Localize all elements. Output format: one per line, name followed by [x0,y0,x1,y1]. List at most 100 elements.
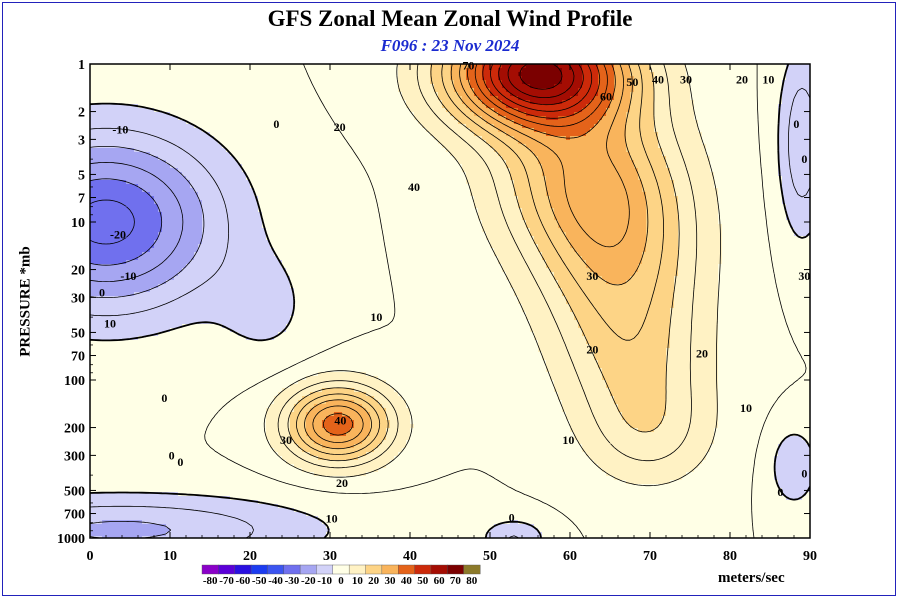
y-tick-label: 1 [78,58,85,73]
colorbar-swatch [250,564,268,575]
contour-label: 10 [740,401,752,415]
contour-line-60 [498,64,584,106]
colorbar-swatch [414,564,432,575]
colorbar-swatch [447,564,465,575]
axes: 0 10 20 30 40 50 60 70 80 90123571020305070100200… [57,58,817,564]
colorbar-swatch [381,564,399,575]
contour-label: 20 [334,120,346,134]
contour-label: -20 [110,228,126,242]
contour-label: 0 [793,117,799,131]
contour-line-neg5 [90,87,810,538]
contour-label: 50 [626,75,638,89]
y-tick-label: 1000 [57,532,85,547]
colorbar-label: 70 [450,575,462,587]
contour-label: 70 [462,58,474,72]
colorbar-label: -40 [268,575,283,587]
colorbar-swatch [267,564,285,575]
x-tick-label: 60 [563,549,577,564]
colorbar-units-label: meters/sec [718,570,785,587]
contour-line-5 [204,64,807,538]
colorbar-swatch [430,564,448,575]
y-tick-label: 10 [71,216,85,231]
contour-line-10 [263,64,721,487]
contour-label: 10 [104,317,116,331]
contour-line-55 [490,64,593,112]
contour-label: 10 [562,433,574,447]
x-tick-label: 90 [803,549,817,564]
contour-label: 30 [680,72,692,86]
colorbar-label: 30 [385,575,397,587]
colorbar-label: 40 [401,575,413,587]
y-tick-label: 500 [64,484,85,499]
y-tick-label: 5 [78,168,85,183]
colorbar-label: -50 [252,575,267,587]
contour-label: 20 [336,476,348,490]
y-tick-label: 20 [71,264,85,279]
contour-label: 40 [652,72,664,86]
colorbar-swatch [463,564,481,575]
y-tick-label: 300 [64,449,85,464]
x-tick-label: 0 [87,549,94,564]
contour-label: 20 [696,347,708,361]
contour-line-15 [277,64,698,469]
contour-line-neg15 [90,162,184,282]
contour-label: 0 [161,391,167,405]
x-tick-label: 70 [643,549,657,564]
contour-line-25 [296,64,664,455]
colorbar-swatch [365,564,383,575]
plot-border [89,63,811,539]
contour-label: -10 [112,123,128,137]
colorbar-label: -10 [317,575,332,587]
colorbar-label: -20 [301,575,316,587]
colorbar-label: -60 [236,575,251,587]
x-tick-label: 30 [323,549,337,564]
contour-label: -10 [120,269,136,283]
contour-label: 30 [280,433,292,447]
colorbar-label: 10 [352,575,364,587]
y-tick-label: 3 [78,133,85,148]
colorbar-label: 0 [338,575,344,587]
contour-label: 40 [408,180,420,194]
contour-label: 30 [798,269,810,283]
colorbar-swatch [283,564,301,575]
colorbar-swatch [332,564,350,575]
contour-label: 10 [370,310,382,324]
contour-label: 10 [326,511,338,525]
contour-line-65 [507,64,575,98]
y-tick-label: 200 [64,422,85,437]
contour-label: 0 [99,286,105,300]
x-tick-label: 80 [723,549,737,564]
contour-line-neg25 [90,199,135,245]
contour-line-40 [322,64,616,436]
chart-subtitle: F096 : 23 Nov 2024 [0,36,900,56]
contour-line-neg10 [90,146,205,538]
y-tick-label: 2 [78,106,85,121]
y-tick-label: 50 [71,326,85,341]
colorbar-label: 20 [368,575,380,587]
y-tick-label: 100 [64,374,85,389]
contour-label: 20 [586,342,598,356]
contour-label: 0 [777,485,783,499]
colorbar-swatch [218,564,236,575]
colorbar-label: -30 [285,575,300,587]
contour-label: 0 [801,152,807,166]
contour-label: 10 [762,72,774,86]
colorbar-swatch [234,564,252,575]
colorbar-label: 80 [466,575,478,587]
contour-line-30 [304,64,649,450]
colorbar-swatch [316,564,334,575]
y-tick-label: 70 [71,350,85,365]
contour-line-20 [287,64,680,462]
y-tick-label: 7 [78,192,85,207]
colorbar: -80 -70 -60 -50 -40 -30 -20 -10 0 10 20 30 40 50 60 70 8… [201,564,481,587]
colorbar-swatch [299,564,317,575]
colorbar-swatch [348,564,366,575]
colorbar-label: -70 [219,575,234,587]
contour-label: 30 [586,269,598,283]
contour-line-70 [519,64,563,90]
contour-line-35 [312,64,630,443]
contour-line-45 [474,64,608,127]
filled-contours [90,64,810,538]
y-tick-label: 700 [64,508,85,523]
